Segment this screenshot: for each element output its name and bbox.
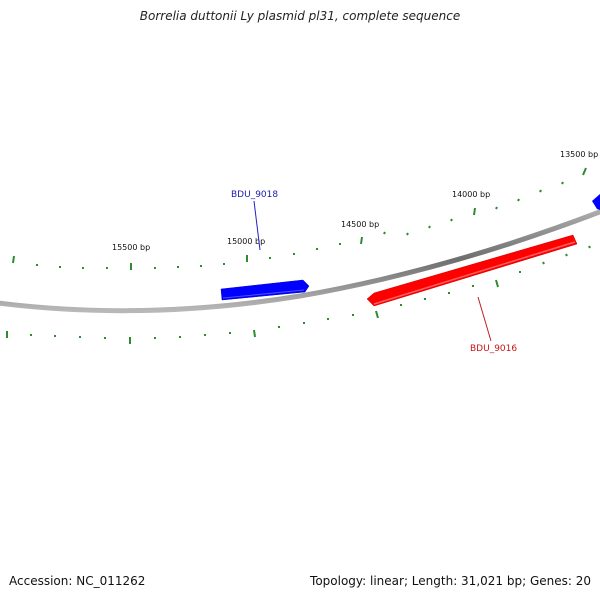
inner-tick-ring <box>6 245 591 344</box>
gene-partial-right[interactable] <box>592 194 600 210</box>
gene-bdu-9018-label: BDU_9018 <box>231 190 278 200</box>
outer-tick-ring <box>12 167 587 270</box>
tick-label-15500: 15500 bp <box>112 243 150 252</box>
tick-label-13500: 13500 bp <box>560 150 598 159</box>
gene-bdu-9018[interactable] <box>220 279 310 301</box>
gene-bdu-9016-leader <box>477 296 492 342</box>
accession-label: Accession: NC_011262 <box>9 574 146 588</box>
gene-bdu-9016-label: BDU_9016 <box>470 344 517 354</box>
gene-bdu-9018-leader <box>253 200 261 251</box>
map-title: Borrelia duttonii Ly plasmid pl31, compl… <box>139 9 461 23</box>
tick-label-15000: 15000 bp <box>227 237 265 246</box>
tick-label-14500: 14500 bp <box>341 220 379 229</box>
topology-summary: Topology: linear; Length: 31,021 bp; Gen… <box>310 574 591 588</box>
plasmid-backbone <box>0 209 600 314</box>
tick-label-14000: 14000 bp <box>452 190 490 199</box>
gene-bdu-9016[interactable] <box>366 234 578 307</box>
